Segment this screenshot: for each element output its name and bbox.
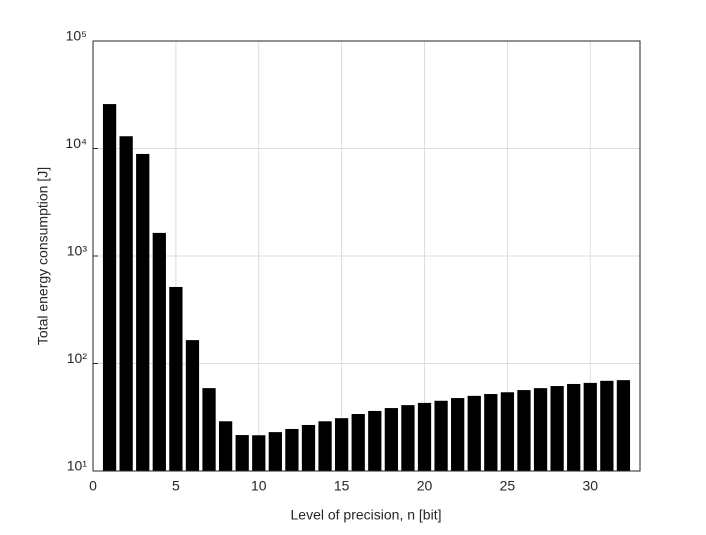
- bar: [451, 398, 465, 471]
- x-tick-label: 10: [251, 478, 267, 494]
- x-tick-label: 0: [89, 478, 97, 494]
- bar: [583, 382, 597, 471]
- bar: [102, 104, 117, 471]
- bar: [252, 435, 266, 471]
- bar: [467, 395, 481, 471]
- y-tick-label: 10⁴: [65, 135, 87, 151]
- bar: [484, 394, 498, 471]
- bar: [318, 421, 332, 471]
- bar: [301, 424, 316, 471]
- bar: [119, 136, 133, 471]
- bar: [152, 232, 166, 471]
- axes-box: [92, 40, 641, 472]
- bar: [368, 410, 382, 471]
- bar: [235, 435, 249, 471]
- bar: [351, 414, 365, 471]
- y-axis-label: Total energy consumption [J]: [35, 167, 51, 345]
- y-tick-label: 10¹: [67, 458, 88, 474]
- bar: [434, 400, 448, 471]
- bar: [616, 380, 631, 471]
- bar: [401, 405, 415, 471]
- bar: [384, 408, 398, 471]
- bar: [218, 421, 233, 471]
- bar: [533, 388, 548, 471]
- bar: [600, 380, 614, 471]
- x-tick-label: 15: [334, 478, 350, 494]
- bar: [185, 340, 200, 471]
- x-tick-label: 5: [172, 478, 180, 494]
- bar: [268, 432, 282, 471]
- bar: [550, 386, 564, 471]
- y-tick-label: 10²: [67, 350, 88, 366]
- bar: [417, 402, 432, 471]
- bar: [202, 388, 216, 471]
- bar: [285, 428, 299, 471]
- x-tick-label: 25: [500, 478, 516, 494]
- bar: [136, 153, 150, 472]
- y-tick-label: 10³: [67, 243, 88, 259]
- bar: [517, 390, 531, 471]
- y-tick-label: 10⁵: [66, 28, 87, 44]
- bar: [567, 383, 581, 471]
- bar: [335, 418, 349, 471]
- x-tick-label: 20: [417, 478, 433, 494]
- x-tick-label: 30: [582, 478, 598, 494]
- bar: [169, 286, 183, 471]
- bar: [500, 392, 515, 471]
- x-axis-label: Level of precision, n [bit]: [291, 507, 442, 523]
